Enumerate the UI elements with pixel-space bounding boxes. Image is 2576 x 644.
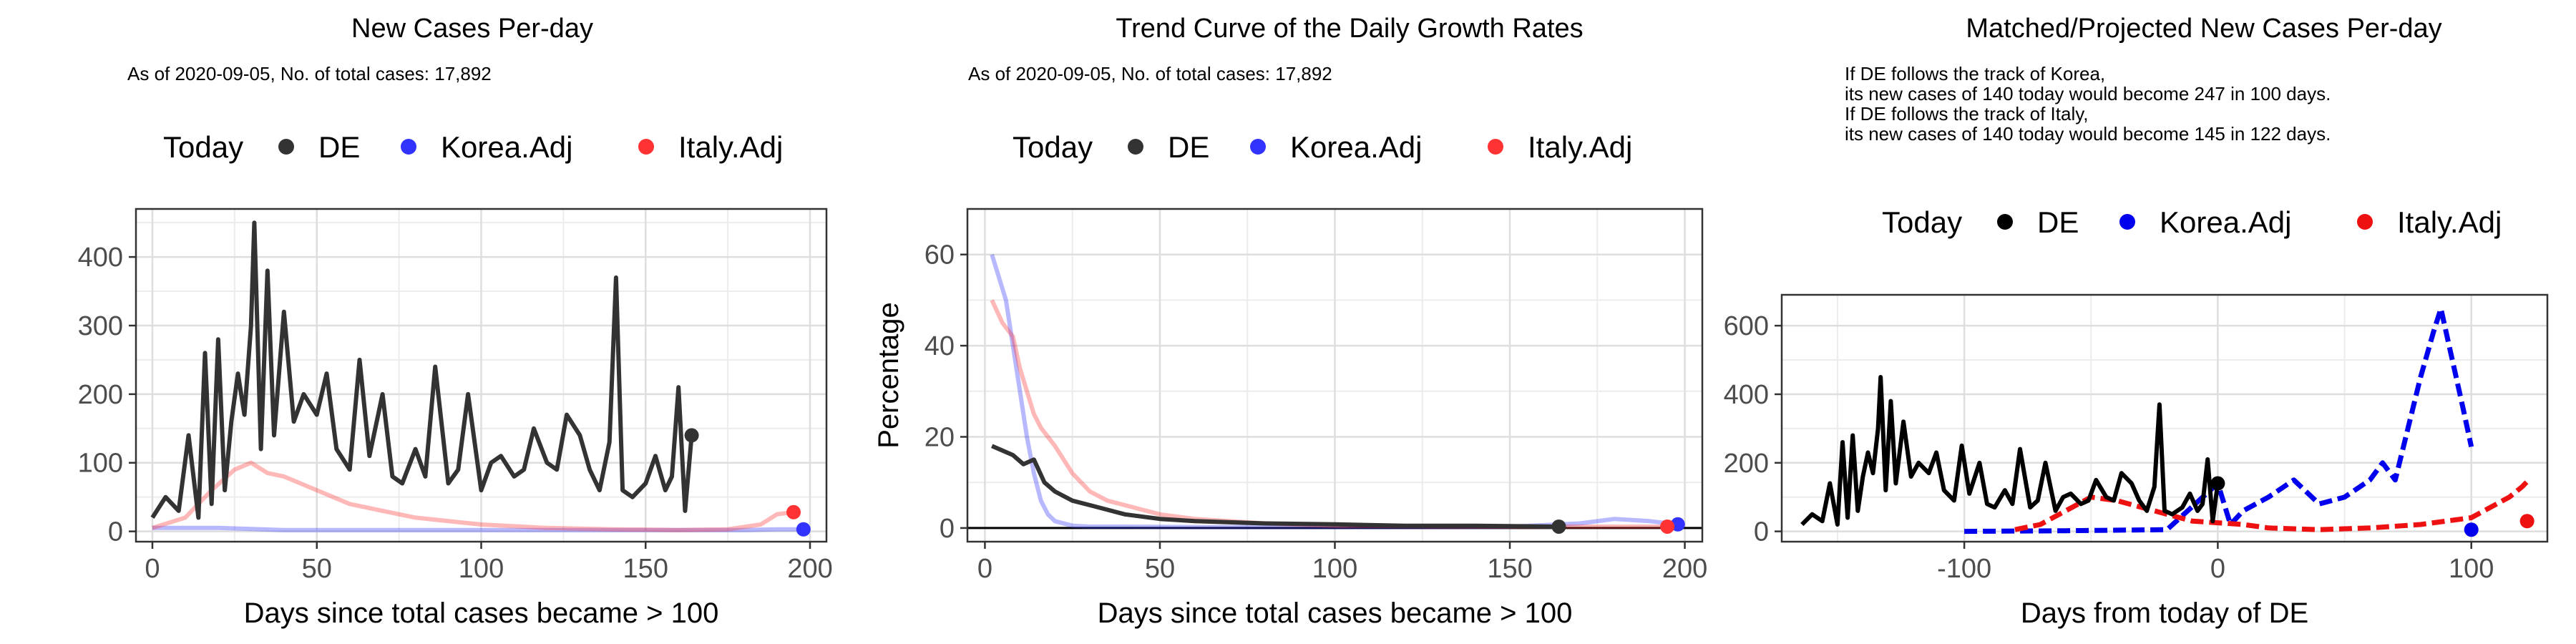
x-tick-label: 200 xyxy=(1662,554,1707,584)
chart-title: New Cases Per-day xyxy=(351,14,593,44)
plot-border xyxy=(1780,293,2549,543)
y-tick-label: 200 xyxy=(78,380,123,410)
y-tick-label: 0 xyxy=(940,514,955,544)
y-tick-label: 200 xyxy=(1724,449,1769,479)
today-point-de xyxy=(1551,519,1566,534)
legend-label: Italy.Adj xyxy=(1528,130,1632,164)
chart-panel-1: New Cases Per-day As of 2020-09-05, No. o… xyxy=(78,14,833,629)
x-axis-title: Days since total cases became > 100 xyxy=(1098,597,1573,629)
today-point-italy-adj xyxy=(1660,519,1675,534)
series-line-italy-adj xyxy=(152,460,794,532)
chart-subtitle: As of 2020-09-05, No. of total cases: 17… xyxy=(127,63,492,84)
legend-marker-korea-adj xyxy=(2119,214,2135,230)
legend-today-label: Today xyxy=(163,130,243,164)
today-point-de xyxy=(2210,476,2225,491)
y-tick-label: 400 xyxy=(1724,380,1769,410)
today-point-italy-adj xyxy=(2519,514,2534,529)
legend-today-label: Today xyxy=(1013,130,1093,164)
legend-marker-de xyxy=(1997,214,2013,230)
today-point-italy-adj xyxy=(786,504,801,519)
chart-subtitle: As of 2020-09-05, No. of total cases: 17… xyxy=(968,63,1332,84)
y-tick-label: 400 xyxy=(78,243,123,273)
series-line-korea-adj xyxy=(1964,306,2474,535)
today-point-de xyxy=(684,428,699,443)
legend-label: Korea.Adj xyxy=(1290,130,1422,164)
chart-subtitle: If DE follows the track of Korea, xyxy=(1845,63,2105,84)
legend-label: DE xyxy=(1168,130,1209,164)
legend-marker-de xyxy=(278,139,294,155)
series-line-de xyxy=(1800,375,2220,527)
chart-panel-3: Matched/Projected New Cases Per-day If DE… xyxy=(1724,14,2549,629)
legend-marker-italy-adj xyxy=(2357,214,2373,230)
y-tick-label: 600 xyxy=(1724,311,1769,341)
legend-marker-italy-adj xyxy=(1488,139,1503,155)
legend-label: Korea.Adj xyxy=(441,130,572,164)
y-tick-label: 300 xyxy=(78,311,123,341)
x-tick-label: 0 xyxy=(977,554,992,584)
chart-subtitle: If DE follows the track of Italy, xyxy=(1845,103,2089,125)
chart-subtitle: its new cases of 140 today would become … xyxy=(1845,123,2331,145)
legend-marker-italy-adj xyxy=(638,139,654,155)
legend-marker-korea-adj xyxy=(401,139,416,155)
y-tick-label: 40 xyxy=(924,331,955,361)
series-line-korea-adj xyxy=(152,525,804,532)
series-line-de xyxy=(991,444,1559,529)
legend-label: DE xyxy=(318,130,360,164)
y-tick-label: 20 xyxy=(924,422,955,452)
legend-marker-korea-adj xyxy=(1250,139,1266,155)
y-tick-label: 60 xyxy=(924,240,955,270)
chart-panel-2: Trend Curve of the Daily Growth Rates As … xyxy=(873,14,1707,629)
series-line-de xyxy=(150,220,694,520)
legend-label: Korea.Adj xyxy=(2160,205,2291,239)
legend-today-label: Today xyxy=(1882,205,1962,239)
legend-label: DE xyxy=(2037,205,2079,239)
series-line-korea-adj xyxy=(990,253,1679,530)
legend-marker-de xyxy=(1128,139,1143,155)
x-tick-label: -100 xyxy=(1937,554,1991,584)
y-tick-label: 0 xyxy=(1754,517,1769,547)
y-tick-label: 100 xyxy=(78,449,123,479)
x-tick-label: 150 xyxy=(623,554,668,584)
y-axis-title: Percentage xyxy=(873,302,904,449)
x-axis-title: Days from today of DE xyxy=(2021,597,2308,629)
x-tick-label: 0 xyxy=(2210,554,2225,584)
x-tick-label: 50 xyxy=(302,554,332,584)
chart-title: Trend Curve of the Daily Growth Rates xyxy=(1116,14,1583,44)
chart-title: Matched/Projected New Cases Per-day xyxy=(1966,14,2441,44)
x-axis-title: Days since total cases became > 100 xyxy=(244,597,719,629)
chart-subtitle: its new cases of 140 today would become … xyxy=(1845,83,2331,104)
x-tick-label: 100 xyxy=(459,554,504,584)
legend-label: Italy.Adj xyxy=(2397,205,2502,239)
x-tick-label: 50 xyxy=(1145,554,1175,584)
x-tick-label: 0 xyxy=(145,554,160,584)
x-tick-label: 200 xyxy=(787,554,832,584)
today-point-korea-adj xyxy=(796,522,811,537)
legend-label: Italy.Adj xyxy=(678,130,783,164)
x-tick-label: 100 xyxy=(1312,554,1357,584)
y-tick-label: 0 xyxy=(108,517,123,547)
today-point-korea-adj xyxy=(2464,522,2479,537)
x-tick-label: 150 xyxy=(1487,554,1532,584)
x-tick-label: 100 xyxy=(2449,554,2494,584)
